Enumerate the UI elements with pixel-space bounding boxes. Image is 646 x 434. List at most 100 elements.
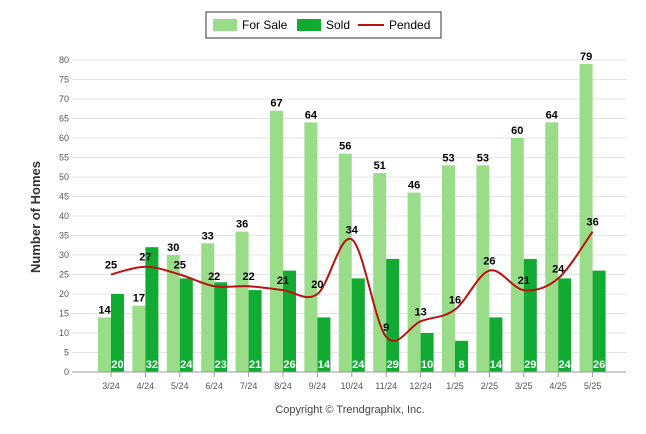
sold-data-label: 29 xyxy=(524,359,536,371)
y-tick-label: 60 xyxy=(59,133,69,143)
sold-data-label: 21 xyxy=(249,359,261,371)
x-tick-label: 4/24 xyxy=(137,381,155,391)
pended-data-label: 24 xyxy=(552,263,565,275)
for-sale-data-label: 79 xyxy=(580,51,592,63)
for-sale-bar xyxy=(442,165,455,372)
sold-bar xyxy=(558,278,572,372)
pended-data-label: 25 xyxy=(174,260,186,272)
pended-data-label: 22 xyxy=(208,271,220,283)
x-tick-label: 10/24 xyxy=(341,381,364,391)
for-sale-bar xyxy=(579,63,593,373)
for-sale-data-label: 60 xyxy=(511,125,523,137)
sold-data-label: 29 xyxy=(387,359,399,371)
y-tick-label: 50 xyxy=(59,172,69,182)
y-tick-label: 10 xyxy=(59,328,69,338)
for-sale-data-label: 64 xyxy=(305,109,318,121)
sold-data-label: 23 xyxy=(215,359,227,371)
pended-data-label: 25 xyxy=(105,260,117,272)
for-sale-data-label: 51 xyxy=(374,160,386,172)
for-sale-bar xyxy=(201,243,215,372)
sold-data-label: 10 xyxy=(421,359,433,371)
for-sale-bar xyxy=(132,305,146,372)
x-tick-label: 11/24 xyxy=(375,381,397,391)
y-tick-label: 70 xyxy=(59,94,69,104)
x-tick-label: 4/25 xyxy=(549,381,567,391)
sold-data-label: 24 xyxy=(180,359,193,371)
y-axis-label: Number of Homes xyxy=(28,161,43,273)
pended-data-label: 20 xyxy=(311,279,323,291)
y-tick-label: 45 xyxy=(59,192,69,202)
copyright-footer: Copyright © Trendgraphix, Inc. xyxy=(275,404,424,416)
sold-bar xyxy=(351,278,365,372)
sold-data-label: 24 xyxy=(352,359,365,371)
sold-bar xyxy=(523,258,537,372)
pended-data-label: 9 xyxy=(383,322,389,334)
sold-bar xyxy=(214,282,228,372)
sold-data-label: 14 xyxy=(490,359,503,371)
x-tick-label: 8/24 xyxy=(274,381,292,391)
x-tick-label: 1/25 xyxy=(446,381,464,391)
legend-label-pended: Pended xyxy=(389,18,430,32)
pended-line-layer xyxy=(110,231,594,342)
sold-bar xyxy=(592,270,606,372)
pended-data-label: 34 xyxy=(346,224,359,236)
for-sale-bar xyxy=(98,317,111,372)
sold-bar xyxy=(317,317,331,372)
for-sale-data-label: 30 xyxy=(167,242,179,254)
sold-bar xyxy=(489,317,503,372)
y-tick-label: 5 xyxy=(64,348,69,358)
sold-data-label: 26 xyxy=(283,359,295,371)
for-sale-bar xyxy=(373,173,387,372)
y-tick-label: 25 xyxy=(59,270,69,280)
data-labels-layer: 14 20 17 32 30 24 33 23 36 21 67 26 64 14 56 24 51 29 46 10… xyxy=(98,51,605,371)
for-sale-bar xyxy=(545,122,559,373)
sold-data-label: 32 xyxy=(146,359,158,371)
y-tick-label: 0 xyxy=(64,367,69,377)
sold-data-label: 20 xyxy=(111,359,123,371)
x-tick-label: 3/25 xyxy=(515,381,533,391)
y-tick-label: 15 xyxy=(59,309,69,319)
pended-data-label: 36 xyxy=(586,217,598,229)
bars-layer xyxy=(98,63,606,373)
x-tick-label: 12/24 xyxy=(409,381,432,391)
sold-bar xyxy=(111,294,124,372)
x-tick-label: 2/25 xyxy=(481,381,499,391)
y-tick-label: 80 xyxy=(59,55,69,65)
for-sale-data-label: 17 xyxy=(133,293,145,305)
pended-line xyxy=(110,231,594,342)
legend-swatch-sold xyxy=(297,19,321,31)
for-sale-bar xyxy=(510,138,524,372)
sold-bar xyxy=(283,270,296,372)
for-sale-bar xyxy=(407,192,421,372)
for-sale-bar xyxy=(166,255,180,372)
for-sale-bar xyxy=(304,122,318,373)
pended-data-label: 21 xyxy=(277,275,289,287)
for-sale-data-label: 67 xyxy=(270,98,282,110)
y-tick-label: 65 xyxy=(59,114,69,124)
sold-data-label: 24 xyxy=(559,359,572,371)
sold-data-label: 8 xyxy=(458,359,464,371)
y-tick-label: 35 xyxy=(59,231,69,241)
sold-bar xyxy=(455,340,468,372)
for-sale-data-label: 14 xyxy=(98,304,111,316)
sold-data-label: 26 xyxy=(593,359,605,371)
for-sale-data-label: 46 xyxy=(408,180,420,192)
sold-data-label: 14 xyxy=(318,359,331,371)
x-tick-label: 7/24 xyxy=(240,381,258,391)
x-tick-label: 3/24 xyxy=(102,381,120,391)
for-sale-bar xyxy=(235,231,249,372)
pended-data-label: 21 xyxy=(518,275,530,287)
sold-bar xyxy=(145,247,159,372)
x-tick-label: 5/24 xyxy=(171,381,189,391)
pended-data-label: 13 xyxy=(414,306,426,318)
y-tick-label: 30 xyxy=(59,250,69,260)
for-sale-bar xyxy=(270,110,283,372)
sold-bar xyxy=(420,333,434,372)
pended-data-label: 16 xyxy=(449,295,461,307)
for-sale-data-label: 53 xyxy=(477,152,489,164)
for-sale-data-label: 53 xyxy=(442,152,454,164)
for-sale-data-label: 64 xyxy=(546,109,559,121)
legend-swatch-for-sale xyxy=(213,19,237,31)
